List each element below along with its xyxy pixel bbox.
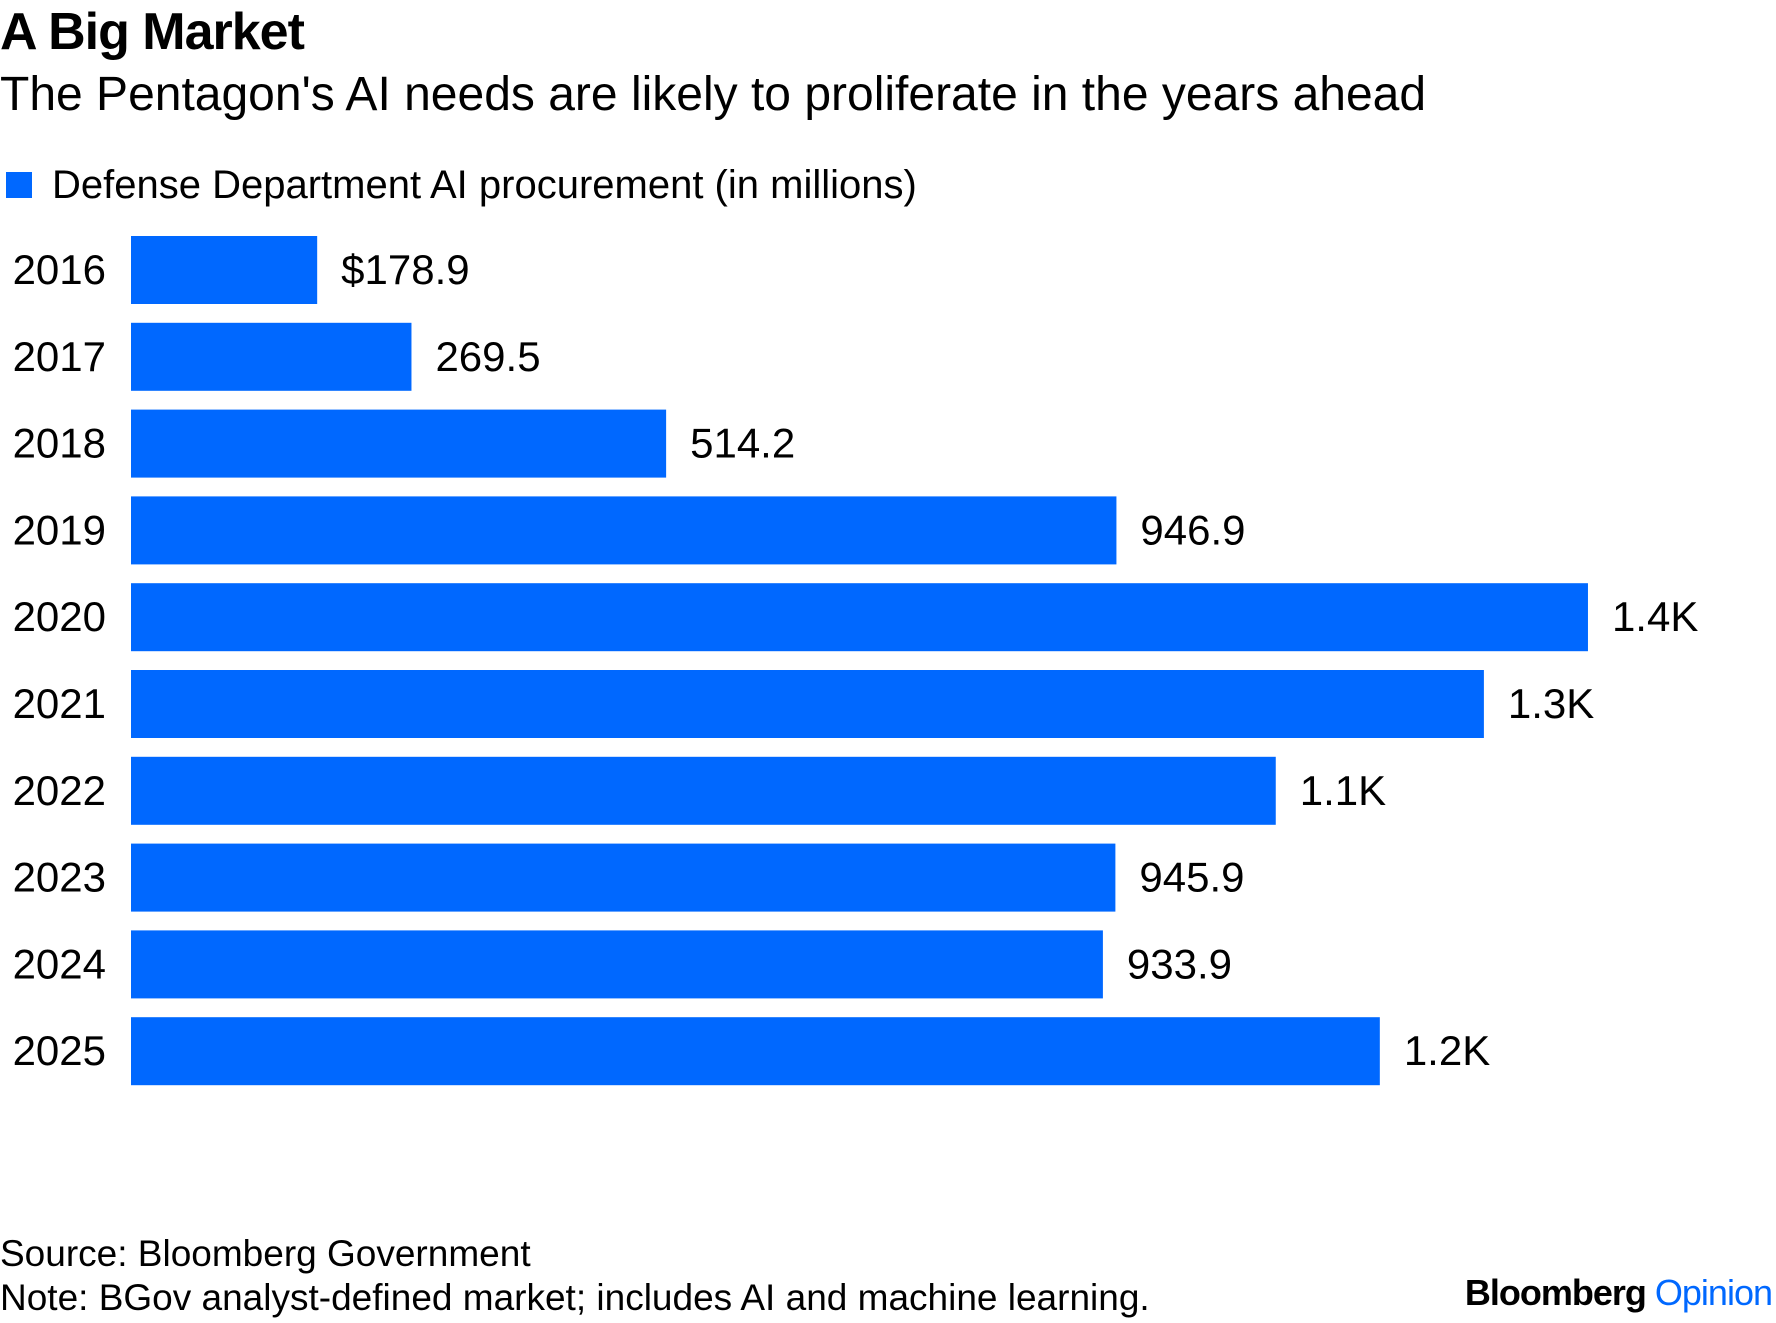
bar-2022 [131,756,1276,825]
bar-2016 [131,236,318,304]
data-label-2024: 933.9 [1127,940,1232,987]
category-label-2019: 2019 [13,506,106,553]
bar-2025 [131,1017,1380,1086]
category-label-2017: 2017 [13,333,106,380]
data-label-2020: 1.4K [1612,593,1698,640]
category-label-2025: 2025 [13,1027,106,1074]
category-label-2018: 2018 [13,420,106,467]
chart-title: A Big Market [0,3,305,61]
data-label-2018: 514.2 [690,420,795,467]
data-label-2025: 1.2K [1404,1027,1490,1074]
legend-label: Defense Department AI procurement (in mi… [52,163,917,207]
bar-2024 [131,930,1103,999]
source-note: Source: Bloomberg Government [0,1233,531,1274]
data-label-2022: 1.1K [1300,767,1386,814]
brand-name: Bloomberg [1464,1272,1647,1313]
bar-2021 [131,670,1484,738]
data-label-2017: 269.5 [435,333,540,380]
legend-swatch [6,172,32,198]
category-label-2020: 2020 [13,593,106,640]
data-label-2016: $178.9 [341,246,469,293]
bar-2017 [131,322,412,391]
bar-2018 [131,409,667,478]
category-label-2016: 2016 [13,246,106,293]
bar-2019 [131,496,1117,565]
category-label-2023: 2023 [13,854,106,901]
category-label-2022: 2022 [13,767,106,814]
chart-subtitle: The Pentagon's AI needs are likely to pr… [0,68,1427,121]
data-label-2023: 945.9 [1139,854,1244,901]
legend: Defense Department AI procurement (in mi… [6,160,917,210]
bar-2023 [131,843,1116,912]
bar-chart: 2016 $178.9 2017 269.5 2018 514.2 2019 946.9 202… [13,236,1698,1086]
brand-product: Opinion [1654,1272,1773,1313]
category-label-2021: 2021 [13,680,106,727]
category-label-2024: 2024 [13,940,106,987]
bar-2020 [131,583,1588,652]
data-label-2021: 1.3K [1508,680,1594,727]
data-label-2019: 946.9 [1140,506,1245,553]
brand-logo: Bloomberg Opinion [1464,1272,1773,1314]
footnote: Note: BGov analyst-defined market; inclu… [0,1277,1150,1318]
